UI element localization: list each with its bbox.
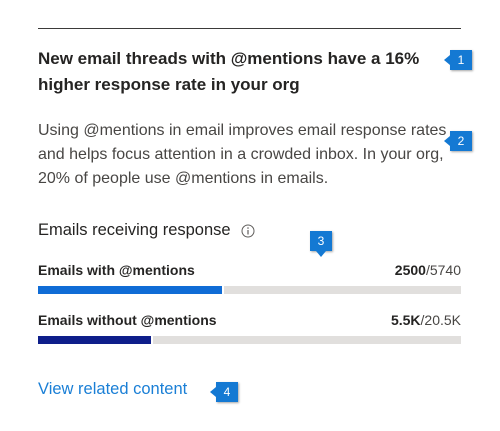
- progress-bar: [38, 286, 461, 294]
- metric-label: Emails with @mentions: [38, 262, 195, 278]
- section-label-text: Emails receiving response: [38, 221, 231, 239]
- callout-marker-1: 1: [444, 50, 472, 70]
- metric-with-mentions: Emails with @mentions 2500/5740: [38, 262, 461, 294]
- insight-description: Using @mentions in email improves email …: [38, 122, 447, 187]
- top-divider: [38, 28, 461, 29]
- insight-headline: New email threads with @mentions have a …: [38, 49, 420, 94]
- metric-count: 5.5K: [390, 312, 421, 328]
- callout-marker-4: 4: [210, 382, 238, 402]
- metric-total: /20.5K: [420, 312, 461, 328]
- progress-bar-fill: [38, 286, 223, 294]
- metric-value: 5.5K/20.5K: [391, 312, 461, 328]
- section-label: Emails receiving response: [38, 221, 255, 240]
- metric-label: Emails without @mentions: [38, 312, 217, 328]
- progress-bar: [38, 336, 461, 344]
- progress-bar-divider: [151, 336, 154, 344]
- callout-marker-2: 2: [444, 131, 472, 151]
- progress-bar-divider: [222, 286, 225, 294]
- metric-value: 2500/5740: [395, 262, 461, 278]
- info-icon[interactable]: [241, 224, 255, 238]
- metric-total: /5740: [425, 262, 461, 278]
- progress-bar-fill: [38, 336, 152, 344]
- callout-marker-3: 3: [310, 231, 332, 257]
- metric-without-mentions: Emails without @mentions 5.5K/20.5K: [38, 312, 461, 344]
- metric-count: 2500: [394, 262, 426, 278]
- view-related-content-link[interactable]: View related content: [38, 380, 188, 398]
